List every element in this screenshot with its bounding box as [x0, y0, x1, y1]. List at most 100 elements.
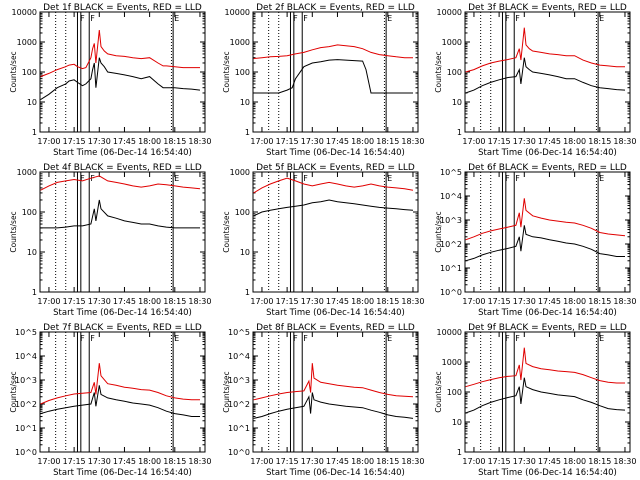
- marker-letter: E: [174, 174, 179, 183]
- marker-letter: F: [515, 174, 520, 183]
- x-tick-label: 17:45: [538, 137, 561, 146]
- plot-frame: [252, 331, 419, 453]
- events-series-line: [465, 377, 626, 414]
- y-tick-label: 100: [447, 68, 462, 77]
- chart-title: Det 3f BLACK = Events, RED = LLD: [468, 3, 627, 13]
- x-tick-label: 18:15: [163, 297, 186, 306]
- chart-title: Det 1f BLACK = Events, RED = LLD: [43, 3, 202, 13]
- marker-letter: F: [90, 14, 95, 23]
- x-tick-label: 17:45: [326, 297, 349, 306]
- marker-letter: E: [387, 334, 392, 343]
- y-tick-label: 1000: [230, 168, 250, 177]
- x-tick-label: 18:15: [376, 137, 399, 146]
- marker-letter: F: [303, 174, 308, 183]
- x-tick-label: 18:30: [188, 457, 211, 466]
- x-tick-label: 17:30: [513, 457, 536, 466]
- y-tick-label: 10^5: [228, 328, 250, 337]
- y-axis-label: Counts/sec: [222, 371, 231, 412]
- y-tick-label: 10: [27, 98, 37, 107]
- y-tick-label: 1000: [442, 358, 462, 367]
- y-tick-label: 1: [245, 288, 250, 297]
- x-tick-label: 17:45: [113, 297, 136, 306]
- x-axis-label: Start Time (06-Dec-14 16:54:40): [53, 308, 192, 318]
- y-tick-label: 10^2: [15, 400, 37, 409]
- marker-letter: E: [599, 334, 604, 343]
- x-tick-label: 17:30: [88, 297, 111, 306]
- chart-panel: F F E10^010^110^210^310^410^517:00 17:15 17:…: [222, 323, 424, 478]
- x-axis-label: Start Time (06-Dec-14 16:54:40): [53, 468, 192, 478]
- plot-frame: [464, 331, 631, 453]
- marker-letter: E: [174, 334, 179, 343]
- y-tick-label: 10: [27, 248, 37, 257]
- y-tick-label: 10: [240, 98, 250, 107]
- y-tick-label: 100: [22, 68, 37, 77]
- y-tick-label: 10^0: [228, 448, 250, 457]
- marker-letter: E: [387, 14, 392, 23]
- x-tick-label: 18:00: [563, 297, 586, 306]
- x-tick-label: 17:00: [37, 297, 60, 306]
- chart-title: Det 4f BLACK = Events, RED = LLD: [43, 163, 202, 173]
- y-tick-label: 10^3: [228, 376, 250, 385]
- y-tick-label: 10: [240, 248, 250, 257]
- chart-panel: F F E10^010^110^210^310^410^517:00 17:15 17:…: [434, 163, 636, 318]
- events-series-line: [40, 385, 200, 417]
- y-axis-label: Counts/sec: [9, 211, 18, 252]
- x-tick-label: 18:15: [588, 137, 611, 146]
- marker-letter: E: [599, 174, 604, 183]
- y-tick-label: 100: [235, 208, 250, 217]
- x-tick-label: 18:30: [613, 457, 636, 466]
- chart-title: Det 7f BLACK = Events, RED = LLD: [43, 323, 202, 333]
- y-tick-label: 1: [245, 128, 250, 137]
- x-tick-label: 17:45: [326, 457, 349, 466]
- plot-frame: [252, 171, 419, 293]
- lld-series-line: [40, 175, 201, 191]
- events-series-line: [253, 199, 414, 217]
- y-tick-label: 10000: [437, 8, 462, 17]
- x-tick-label: 18:30: [188, 297, 211, 306]
- x-tick-label: 17:00: [462, 297, 485, 306]
- y-tick-label: 10^5: [440, 168, 462, 177]
- x-tick-label: 17:15: [63, 457, 86, 466]
- events-series-line: [253, 59, 413, 94]
- y-tick-label: 10^1: [440, 264, 462, 273]
- y-tick-label: 1000: [17, 38, 37, 47]
- x-axis-label: Start Time (06-Dec-14 16:54:40): [53, 148, 192, 158]
- y-tick-label: 10^1: [15, 424, 37, 433]
- marker-letter: F: [293, 334, 298, 343]
- x-tick-label: 18:30: [401, 457, 424, 466]
- x-axis-label: Start Time (06-Dec-14 16:54:40): [266, 148, 405, 158]
- y-tick-label: 10000: [225, 8, 250, 17]
- plot-frame: [39, 11, 206, 133]
- x-tick-label: 18:00: [138, 457, 161, 466]
- x-tick-label: 18:30: [188, 137, 211, 146]
- x-tick-label: 17:45: [538, 297, 561, 306]
- lld-series-line: [40, 363, 200, 405]
- x-tick-label: 18:15: [588, 297, 611, 306]
- marker-letter: F: [80, 334, 85, 343]
- plot-frame: [464, 171, 631, 293]
- events-series-line: [40, 199, 200, 229]
- marker-letter: F: [505, 174, 510, 183]
- events-series-line: [40, 57, 201, 101]
- chart-title: Det 9f BLACK = Events, RED = LLD: [468, 323, 627, 333]
- y-axis-label: Counts/sec: [434, 51, 443, 92]
- x-tick-label: 17:15: [276, 457, 299, 466]
- x-tick-label: 18:30: [613, 137, 636, 146]
- marker-letter: E: [174, 14, 179, 23]
- y-tick-label: 10^4: [15, 352, 37, 361]
- y-tick-label: 1: [457, 448, 462, 457]
- y-tick-label: 1: [457, 128, 462, 137]
- x-tick-label: 17:45: [538, 457, 561, 466]
- x-tick-label: 17:15: [63, 297, 86, 306]
- x-tick-label: 18:00: [351, 457, 374, 466]
- y-tick-label: 10^0: [440, 288, 462, 297]
- chart-title: Det 8f BLACK = Events, RED = LLD: [256, 323, 415, 333]
- x-tick-label: 18:15: [376, 457, 399, 466]
- y-tick-label: 1: [32, 128, 37, 137]
- chart-title: Det 6f BLACK = Events, RED = LLD: [468, 163, 627, 173]
- x-tick-label: 18:00: [563, 457, 586, 466]
- x-tick-label: 17:30: [301, 297, 324, 306]
